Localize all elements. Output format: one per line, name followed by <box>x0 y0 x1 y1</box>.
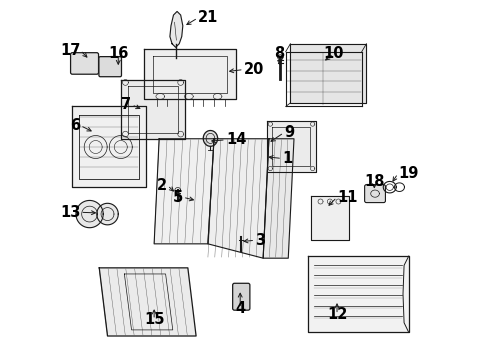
FancyBboxPatch shape <box>70 53 99 74</box>
Polygon shape <box>263 139 293 258</box>
Text: 12: 12 <box>326 307 346 322</box>
Polygon shape <box>72 107 145 187</box>
Text: 20: 20 <box>244 62 264 77</box>
Polygon shape <box>266 121 316 172</box>
Polygon shape <box>99 268 196 336</box>
Polygon shape <box>203 131 217 146</box>
FancyBboxPatch shape <box>364 185 385 203</box>
Text: 16: 16 <box>108 46 128 61</box>
Text: 3: 3 <box>255 233 265 248</box>
Polygon shape <box>76 201 103 228</box>
Polygon shape <box>97 203 118 225</box>
Text: 8: 8 <box>274 46 284 61</box>
FancyBboxPatch shape <box>232 283 249 310</box>
Text: 1: 1 <box>282 151 292 166</box>
Polygon shape <box>310 196 348 240</box>
Text: 21: 21 <box>198 10 218 26</box>
Text: 11: 11 <box>336 190 357 205</box>
Text: 2: 2 <box>157 178 167 193</box>
Text: 19: 19 <box>397 166 418 181</box>
Text: 18: 18 <box>364 174 384 189</box>
Polygon shape <box>290 44 366 103</box>
Text: 15: 15 <box>143 312 164 327</box>
Polygon shape <box>308 256 408 332</box>
Text: 13: 13 <box>60 205 80 220</box>
Text: 14: 14 <box>225 132 246 147</box>
Text: 7: 7 <box>121 97 131 112</box>
Text: 9: 9 <box>284 125 293 140</box>
Polygon shape <box>169 12 183 47</box>
Text: 17: 17 <box>60 43 80 58</box>
Polygon shape <box>154 139 214 244</box>
Text: 5: 5 <box>172 190 183 205</box>
Polygon shape <box>121 80 185 139</box>
Polygon shape <box>144 49 235 99</box>
Text: 4: 4 <box>235 301 245 316</box>
FancyBboxPatch shape <box>99 57 121 77</box>
Text: 10: 10 <box>323 46 343 61</box>
Text: 6: 6 <box>70 118 80 133</box>
Polygon shape <box>207 139 268 258</box>
